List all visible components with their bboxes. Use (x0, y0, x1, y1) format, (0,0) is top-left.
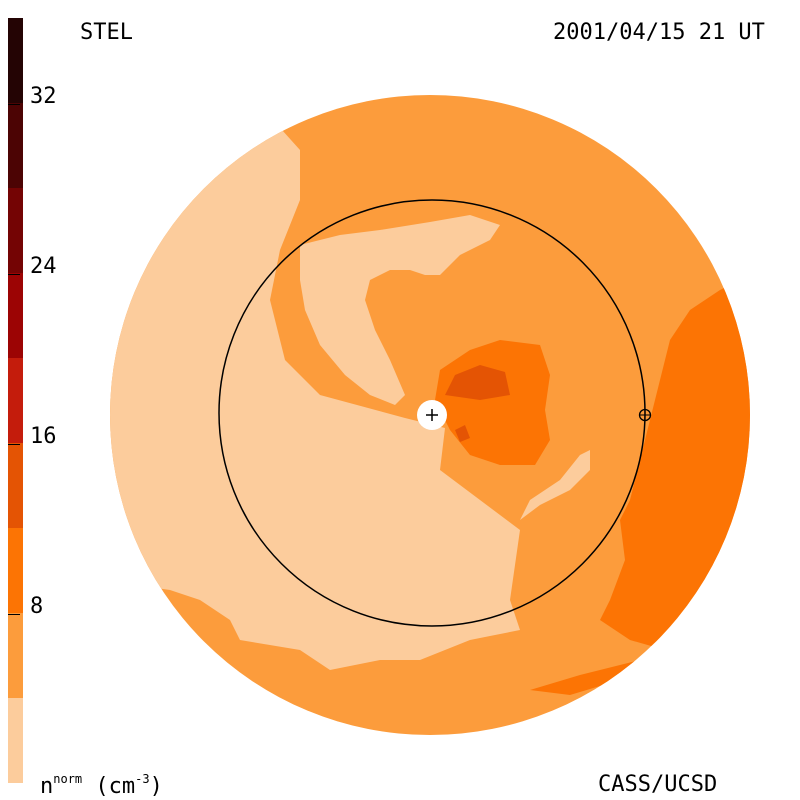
colorbar-band-2 (8, 528, 23, 613)
colorbar-tick-mark (8, 274, 20, 275)
colorbar-tick-mark (8, 444, 20, 445)
credit-label: CASS/UCSD (598, 772, 718, 797)
colorbar-band-1 (8, 613, 23, 698)
colorbar-tick-label: 8 (30, 594, 44, 619)
colorbar-band-4 (8, 358, 23, 443)
low-density-spiral (520, 450, 590, 520)
colorbar-tick-mark (8, 104, 20, 105)
colorbar-band-6 (8, 188, 23, 273)
peak-density-core (445, 365, 510, 400)
earth-marker-cross (639, 409, 651, 421)
unit-base: (cm (95, 774, 136, 799)
colorbar-band-0 (8, 698, 23, 783)
colorbar-tick-label: 24 (30, 254, 57, 279)
colorbar-band-3 (8, 443, 23, 528)
colorbar-tick-label: 32 (30, 84, 57, 109)
colorbar-band-5 (8, 273, 23, 358)
quantity-base: n (40, 774, 54, 799)
sun-marker-icon (426, 409, 438, 421)
peak-density-spot (455, 425, 470, 442)
quantity-superscript: norm (53, 772, 83, 786)
low-density-left-region (110, 130, 520, 670)
timestamp-label: 2001/04/15 21 UT (553, 20, 765, 45)
unit-close: ) (149, 774, 163, 799)
colorbar-tick-mark (8, 614, 20, 615)
low-density-arc (300, 215, 500, 405)
unit-superscript: -3 (135, 772, 150, 786)
colorbar-band-8 (8, 18, 23, 103)
colorbar-band-7 (8, 103, 23, 188)
colorbar-quantity-label: nnorm (cm-3) (40, 772, 163, 799)
model-label: STEL (80, 20, 133, 45)
high-density-sliver (530, 660, 640, 695)
colorbar-tick-label: 16 (30, 424, 57, 449)
colorbar (8, 18, 23, 783)
